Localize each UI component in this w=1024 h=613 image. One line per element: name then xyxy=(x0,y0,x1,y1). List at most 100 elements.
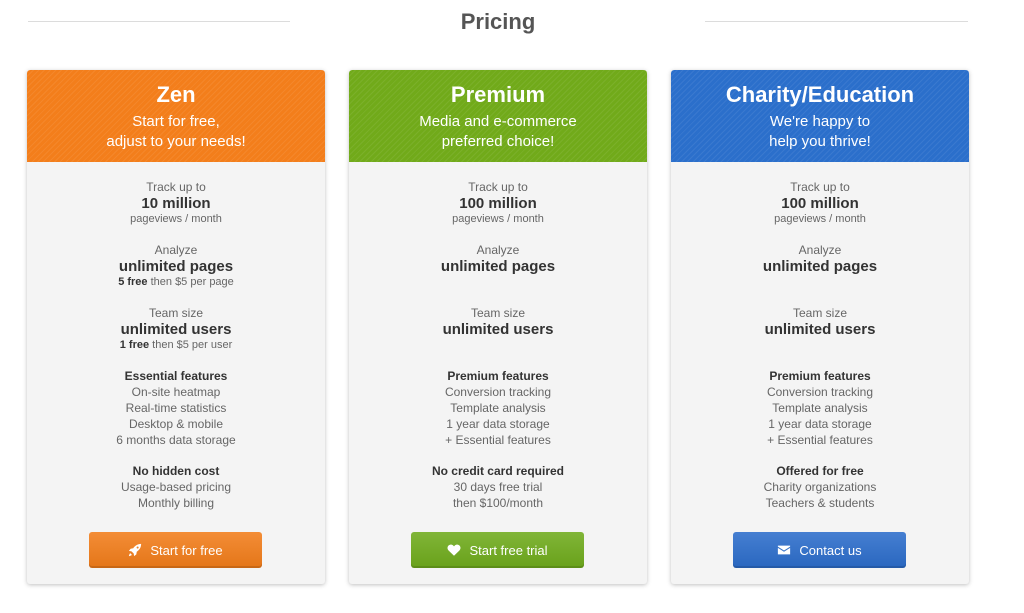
track-value: 100 million xyxy=(781,195,859,212)
plan-subtitle-line: We're happy to xyxy=(769,113,871,130)
extra-item: Teachers & students xyxy=(765,496,875,510)
feature-item: + Essential features xyxy=(767,433,873,447)
divider-left xyxy=(28,21,290,22)
plan-card-premium: Premium Media and e-commerce preferred c… xyxy=(349,70,647,584)
team-note xyxy=(671,338,969,353)
track-value: 100 million xyxy=(459,195,537,212)
plan-header: Premium Media and e-commerce preferred c… xyxy=(349,70,647,162)
extra-heading: Offered for free xyxy=(776,464,864,478)
feature-item: Desktop & mobile xyxy=(128,417,224,431)
page-title: Pricing xyxy=(460,9,536,34)
feature-item: On-site heatmap xyxy=(131,385,221,399)
plan-subtitle-line: adjust to your needs! xyxy=(106,133,246,150)
plan-name: Zen xyxy=(156,82,196,107)
contact-us-button[interactable]: Contact us xyxy=(733,532,906,568)
analyze-label: Analyze xyxy=(154,243,198,257)
team-limit: Team size unlimited users xyxy=(349,305,647,353)
extra-item: Charity organizations xyxy=(763,480,877,494)
feature-item: Real-time statistics xyxy=(125,401,227,415)
track-label: Track up to xyxy=(146,180,206,194)
feature-item: 6 months data storage xyxy=(116,433,236,447)
track-limit: Track up to 100 million pageviews / mont… xyxy=(671,179,969,227)
plan-subtitle-line: Start for free, xyxy=(132,113,220,130)
feature-list: Premium features Conversion tracking Tem… xyxy=(349,368,647,448)
track-label: Track up to xyxy=(790,180,850,194)
feature-heading: Essential features xyxy=(124,369,228,383)
analyze-note-bold: 5 free xyxy=(118,276,148,288)
team-limit: Team size unlimited users 1 free then $5… xyxy=(27,305,325,353)
start-free-trial-button[interactable]: Start free trial xyxy=(411,532,584,568)
plan-subtitle-line: help you thrive! xyxy=(769,133,871,150)
track-limit: Track up to 100 million pageviews / mont… xyxy=(349,179,647,227)
heart-icon xyxy=(447,543,461,557)
extra-heading: No credit card required xyxy=(431,464,565,478)
analyze-note xyxy=(349,275,647,290)
analyze-note: 5 free then $5 per page xyxy=(27,275,325,290)
team-label: Team size xyxy=(148,306,204,320)
feature-heading: Premium features xyxy=(769,369,871,383)
feature-item: Template analysis xyxy=(772,401,868,415)
extra-heading: No hidden cost xyxy=(132,464,220,478)
analyze-label: Analyze xyxy=(798,243,842,257)
plan-subtitle: Start for free, adjust to your needs! xyxy=(27,112,325,152)
team-value: unlimited users xyxy=(120,321,232,338)
plan-header: Charity/Education We're happy to help yo… xyxy=(671,70,969,162)
plan-name: Charity/Education xyxy=(725,82,915,107)
feature-list: Premium features Conversion tracking Tem… xyxy=(671,368,969,448)
analyze-limit: Analyze unlimited pages xyxy=(671,242,969,290)
extra-item: Monthly billing xyxy=(137,496,215,510)
divider-right xyxy=(705,21,968,22)
feature-item: + Essential features xyxy=(445,433,551,447)
button-label: Contact us xyxy=(799,542,862,558)
team-note xyxy=(349,338,647,353)
analyze-value: unlimited pages xyxy=(440,258,556,275)
plan-card-charity-education: Charity/Education We're happy to help yo… xyxy=(671,70,969,584)
analyze-limit: Analyze unlimited pages xyxy=(349,242,647,290)
envelope-icon xyxy=(777,543,791,557)
button-label: Start for free xyxy=(150,542,223,558)
feature-list: Essential features On-site heatmap Real-… xyxy=(27,368,325,448)
feature-item: Conversion tracking xyxy=(766,385,874,399)
extra-item: 30 days free trial xyxy=(453,480,543,494)
team-note-rest: then $5 per user xyxy=(149,339,233,351)
track-note: pageviews / month xyxy=(130,213,222,225)
plan-subtitle: We're happy to help you thrive! xyxy=(671,112,969,152)
feature-heading: Premium features xyxy=(447,369,549,383)
analyze-note xyxy=(671,275,969,290)
analyze-note-rest: then $5 per page xyxy=(147,276,234,288)
track-note: pageviews / month xyxy=(774,213,866,225)
track-note: pageviews / month xyxy=(452,213,544,225)
rocket-icon xyxy=(128,543,142,557)
feature-item: 1 year data storage xyxy=(768,417,872,431)
plan-body: Track up to 100 million pageviews / mont… xyxy=(671,162,969,511)
team-limit: Team size unlimited users xyxy=(671,305,969,353)
analyze-limit: Analyze unlimited pages 5 free then $5 p… xyxy=(27,242,325,290)
team-value: unlimited users xyxy=(764,321,876,338)
feature-item: Conversion tracking xyxy=(444,385,552,399)
team-value: unlimited users xyxy=(442,321,554,338)
analyze-label: Analyze xyxy=(476,243,520,257)
feature-item: 1 year data storage xyxy=(446,417,550,431)
track-label: Track up to xyxy=(468,180,528,194)
extra-list: No hidden cost Usage-based pricing Month… xyxy=(27,463,325,511)
plan-body: Track up to 10 million pageviews / month… xyxy=(27,162,325,511)
start-for-free-button[interactable]: Start for free xyxy=(89,532,262,568)
team-label: Team size xyxy=(792,306,848,320)
plan-subtitle-line: preferred choice! xyxy=(441,133,555,150)
extra-list: Offered for free Charity organizations T… xyxy=(671,463,969,511)
extra-item: then $100/month xyxy=(452,496,544,510)
plan-body: Track up to 100 million pageviews / mont… xyxy=(349,162,647,511)
plan-card-zen: Zen Start for free, adjust to your needs… xyxy=(27,70,325,584)
analyze-value: unlimited pages xyxy=(762,258,878,275)
analyze-value: unlimited pages xyxy=(118,258,234,275)
track-limit: Track up to 10 million pageviews / month xyxy=(27,179,325,227)
feature-item: Template analysis xyxy=(450,401,546,415)
team-note-bold: 1 free xyxy=(119,339,150,351)
button-label: Start free trial xyxy=(469,542,548,558)
extra-list: No credit card required 30 days free tri… xyxy=(349,463,647,511)
plan-header: Zen Start for free, adjust to your needs… xyxy=(27,70,325,162)
pricing-header: Pricing xyxy=(0,0,1024,46)
plan-subtitle-line: Media and e-commerce xyxy=(419,113,577,130)
extra-item: Usage-based pricing xyxy=(120,480,232,494)
plan-name: Premium xyxy=(450,82,546,107)
